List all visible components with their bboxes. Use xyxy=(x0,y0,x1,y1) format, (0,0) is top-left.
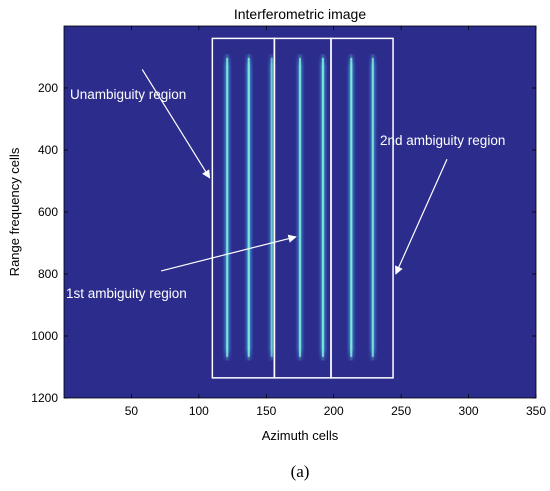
x-tick-label: 250 xyxy=(391,404,411,418)
y-tick-label: 400 xyxy=(38,143,58,157)
signal-stripes xyxy=(222,53,378,361)
annotation-label-3: 2nd ambiguity region xyxy=(380,133,505,148)
annotation-arrow-3 xyxy=(394,159,448,275)
y-tick-label: 600 xyxy=(38,205,58,219)
annotation-arrow-1 xyxy=(141,69,211,179)
stripe-core-5 xyxy=(321,57,324,357)
annotation-label-2: 1st ambiguity region xyxy=(66,286,187,301)
x-axis-label: Azimuth cells xyxy=(262,428,339,443)
x-tick-label: 50 xyxy=(125,404,139,418)
x-tick-label: 150 xyxy=(256,404,276,418)
stripe-core-4 xyxy=(299,57,301,357)
region-boxes xyxy=(211,37,394,379)
annotation-label-1: Unambiguity region xyxy=(70,87,186,102)
x-axis-ticks: 50 100 150 200 250 300 350 xyxy=(125,26,546,418)
y-tick-label: 800 xyxy=(38,267,58,281)
figure-caption: (a) xyxy=(291,462,310,481)
y-tick-label: 1000 xyxy=(31,329,58,343)
y-axis-label: Range frequency cells xyxy=(7,147,22,276)
stripe-core-1 xyxy=(226,57,229,357)
y-tick-label: 200 xyxy=(38,81,58,95)
region-box-3 xyxy=(330,37,394,379)
stripe-core-3 xyxy=(270,57,273,357)
stripe-core-7 xyxy=(371,57,374,357)
annotation-arrow-2 xyxy=(160,234,297,272)
stripe-core-6 xyxy=(350,57,353,357)
x-tick-label: 200 xyxy=(324,404,344,418)
x-tick-label: 350 xyxy=(526,404,546,418)
chart-title: Interferometric image xyxy=(234,6,366,22)
y-axis-ticks: 200 400 600 800 1000 1200 xyxy=(31,81,536,405)
x-tick-label: 300 xyxy=(459,404,479,418)
y-tick-label: 1200 xyxy=(31,391,58,405)
annotations: Unambiguity region 1st ambiguity region 2n… xyxy=(66,69,505,301)
x-tick-label: 100 xyxy=(189,404,209,418)
stripe-core-2 xyxy=(247,57,250,357)
